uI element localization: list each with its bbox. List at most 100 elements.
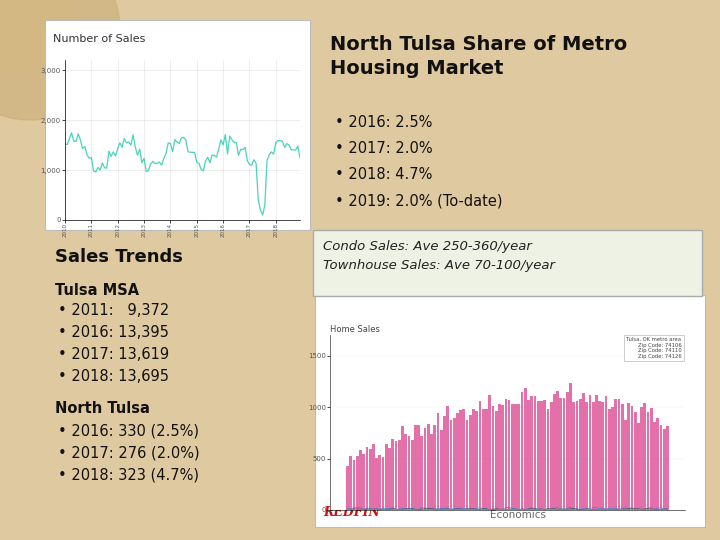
- Bar: [624, 420, 627, 510]
- Text: Home Sales: Home Sales: [330, 325, 380, 334]
- Bar: [472, 409, 475, 510]
- Bar: [466, 420, 469, 510]
- Bar: [362, 454, 365, 510]
- Bar: [395, 441, 397, 510]
- Bar: [379, 455, 381, 510]
- Bar: [666, 426, 669, 510]
- Bar: [601, 402, 604, 510]
- Text: • 2011:   9,372: • 2011: 9,372: [58, 303, 169, 318]
- Bar: [566, 392, 569, 510]
- Bar: [511, 404, 514, 510]
- Text: North Tulsa Share of Metro
Housing Market: North Tulsa Share of Metro Housing Marke…: [330, 35, 627, 78]
- Bar: [408, 436, 410, 510]
- Bar: [388, 448, 391, 510]
- Bar: [531, 396, 533, 510]
- Bar: [433, 424, 436, 510]
- Bar: [618, 400, 621, 510]
- Bar: [631, 407, 634, 510]
- Bar: [582, 394, 585, 510]
- Bar: [627, 403, 630, 510]
- Bar: [353, 460, 356, 510]
- Bar: [398, 441, 400, 510]
- Bar: [449, 420, 452, 510]
- Bar: [488, 395, 491, 510]
- Bar: [572, 402, 575, 510]
- Text: REDFIN: REDFIN: [323, 506, 380, 519]
- Text: • 2016: 330 (2.5%): • 2016: 330 (2.5%): [58, 423, 199, 438]
- Bar: [650, 408, 653, 510]
- FancyBboxPatch shape: [315, 295, 705, 527]
- Bar: [663, 429, 665, 510]
- Circle shape: [0, 0, 120, 120]
- Bar: [346, 465, 349, 510]
- Bar: [605, 395, 608, 510]
- Bar: [546, 409, 549, 510]
- Bar: [369, 449, 372, 510]
- Bar: [492, 406, 495, 510]
- Bar: [579, 399, 582, 510]
- Bar: [527, 400, 530, 510]
- Bar: [495, 411, 498, 510]
- Bar: [446, 406, 449, 510]
- Bar: [475, 410, 478, 510]
- Bar: [644, 403, 647, 510]
- Text: • 2016: 2.5%: • 2016: 2.5%: [335, 115, 433, 130]
- Bar: [440, 430, 443, 510]
- Bar: [366, 447, 368, 510]
- Bar: [411, 441, 413, 510]
- Bar: [443, 416, 446, 510]
- Bar: [585, 402, 588, 510]
- Bar: [508, 400, 510, 510]
- Text: • 2016: 13,395: • 2016: 13,395: [58, 325, 169, 340]
- Bar: [537, 401, 539, 510]
- Bar: [514, 404, 517, 510]
- Bar: [569, 383, 572, 510]
- Bar: [647, 412, 649, 510]
- Bar: [557, 391, 559, 510]
- Bar: [505, 399, 508, 510]
- Bar: [382, 457, 384, 510]
- Bar: [534, 396, 536, 510]
- Bar: [485, 409, 488, 510]
- Bar: [640, 407, 643, 510]
- Bar: [501, 405, 504, 510]
- Bar: [588, 395, 591, 510]
- Bar: [462, 409, 465, 510]
- Bar: [375, 458, 378, 510]
- Text: Tulsa MSA: Tulsa MSA: [55, 283, 139, 298]
- Bar: [392, 439, 394, 510]
- Bar: [559, 397, 562, 510]
- Bar: [498, 404, 501, 510]
- Bar: [479, 401, 482, 510]
- FancyBboxPatch shape: [313, 230, 702, 296]
- Bar: [592, 402, 595, 510]
- Bar: [595, 395, 598, 510]
- Bar: [544, 401, 546, 510]
- Bar: [459, 410, 462, 510]
- Bar: [469, 415, 472, 510]
- Bar: [563, 399, 565, 510]
- Bar: [637, 423, 640, 510]
- Bar: [420, 436, 423, 510]
- Bar: [418, 425, 420, 510]
- Bar: [608, 409, 611, 510]
- Bar: [524, 388, 526, 510]
- Text: Randall Gross / Development
Economics: Randall Gross / Development Economics: [490, 497, 642, 520]
- Text: • 2017: 13,619: • 2017: 13,619: [58, 347, 169, 362]
- Text: Condo Sales: Ave 250-360/year
Townhouse Sales: Ave 70-100/year: Condo Sales: Ave 250-360/year Townhouse …: [323, 240, 555, 272]
- Bar: [359, 449, 362, 510]
- Bar: [401, 426, 404, 510]
- Bar: [518, 404, 520, 510]
- Text: • 2018: 4.7%: • 2018: 4.7%: [335, 167, 433, 182]
- Bar: [349, 456, 352, 510]
- Text: Number of Sales: Number of Sales: [53, 34, 145, 44]
- Bar: [550, 402, 552, 510]
- Bar: [634, 412, 636, 510]
- Bar: [436, 413, 439, 510]
- Bar: [598, 401, 601, 510]
- Bar: [521, 392, 523, 510]
- Text: • 2019: 2.0% (To-date): • 2019: 2.0% (To-date): [335, 193, 503, 208]
- Bar: [414, 426, 417, 510]
- Text: • 2017: 2.0%: • 2017: 2.0%: [335, 141, 433, 156]
- Bar: [430, 435, 433, 510]
